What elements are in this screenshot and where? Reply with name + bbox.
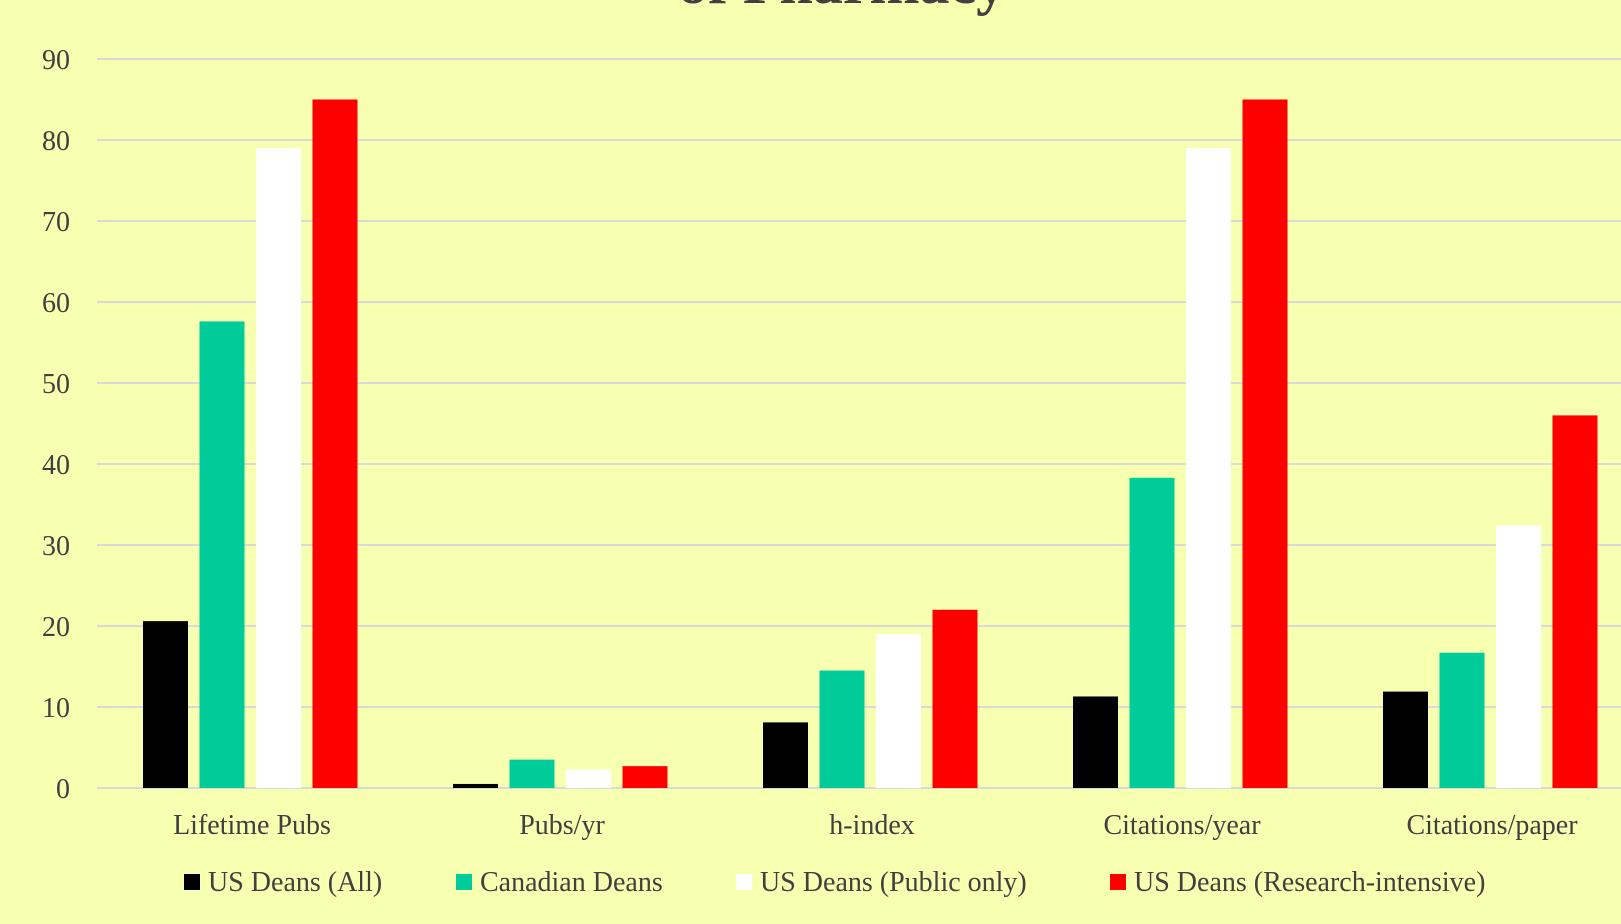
y-tick-label: 80 bbox=[42, 126, 70, 157]
legend-label: US Deans (Research-intensive) bbox=[1134, 867, 1485, 898]
x-tick-label: Lifetime Pubs bbox=[173, 810, 331, 841]
bar bbox=[312, 99, 358, 788]
y-tick-label: 70 bbox=[42, 207, 70, 238]
bar bbox=[1073, 696, 1118, 788]
bar bbox=[566, 769, 611, 788]
bar bbox=[1383, 691, 1428, 788]
bar bbox=[876, 634, 921, 788]
legend-swatch bbox=[456, 874, 472, 890]
bar bbox=[1242, 99, 1288, 788]
legend-label: US Deans (All) bbox=[208, 867, 382, 898]
x-tick-label: Pubs/yr bbox=[519, 810, 605, 841]
bar bbox=[1439, 652, 1485, 788]
y-tick-label: 0 bbox=[56, 774, 70, 805]
y-axis-ticks: 0 10 20 30 40 50 60 70 80 90 bbox=[42, 45, 70, 805]
bar bbox=[622, 766, 668, 788]
chart-title: of Pharmacy bbox=[678, 0, 1006, 16]
legend-label: US Deans (Public only) bbox=[760, 867, 1027, 898]
bar bbox=[143, 621, 188, 788]
y-tick-label: 60 bbox=[42, 288, 70, 319]
x-tick-label: h-index bbox=[829, 810, 915, 841]
bar bbox=[509, 759, 555, 788]
bar bbox=[1129, 477, 1175, 788]
bar bbox=[1496, 525, 1541, 788]
bar bbox=[256, 148, 301, 789]
legend: US Deans (All) Canadian Deans US Deans (Pu… bbox=[184, 867, 1485, 898]
legend-label: Canadian Deans bbox=[480, 867, 663, 898]
x-axis-categories: Lifetime Pubs Pubs/yr h-index Citations/yea… bbox=[173, 810, 1578, 841]
bar bbox=[453, 783, 498, 788]
legend-swatch bbox=[736, 874, 752, 890]
bar bbox=[932, 609, 978, 788]
x-tick-label: Citations/year bbox=[1103, 810, 1261, 841]
bar bbox=[1552, 415, 1598, 788]
y-tick-label: 10 bbox=[42, 693, 70, 724]
bar bbox=[819, 670, 865, 788]
y-tick-label: 20 bbox=[42, 612, 70, 643]
y-tick-label: 50 bbox=[42, 369, 70, 400]
y-tick-label: 40 bbox=[42, 450, 70, 481]
bar bbox=[763, 722, 808, 788]
y-tick-label: 30 bbox=[42, 531, 70, 562]
bars bbox=[143, 99, 1598, 789]
x-tick-label: Citations/paper bbox=[1406, 810, 1578, 841]
y-tick-label: 90 bbox=[42, 45, 70, 76]
legend-swatch bbox=[1110, 874, 1126, 890]
bar bbox=[1186, 148, 1231, 789]
bar bbox=[199, 321, 245, 788]
legend-swatch bbox=[184, 874, 200, 890]
